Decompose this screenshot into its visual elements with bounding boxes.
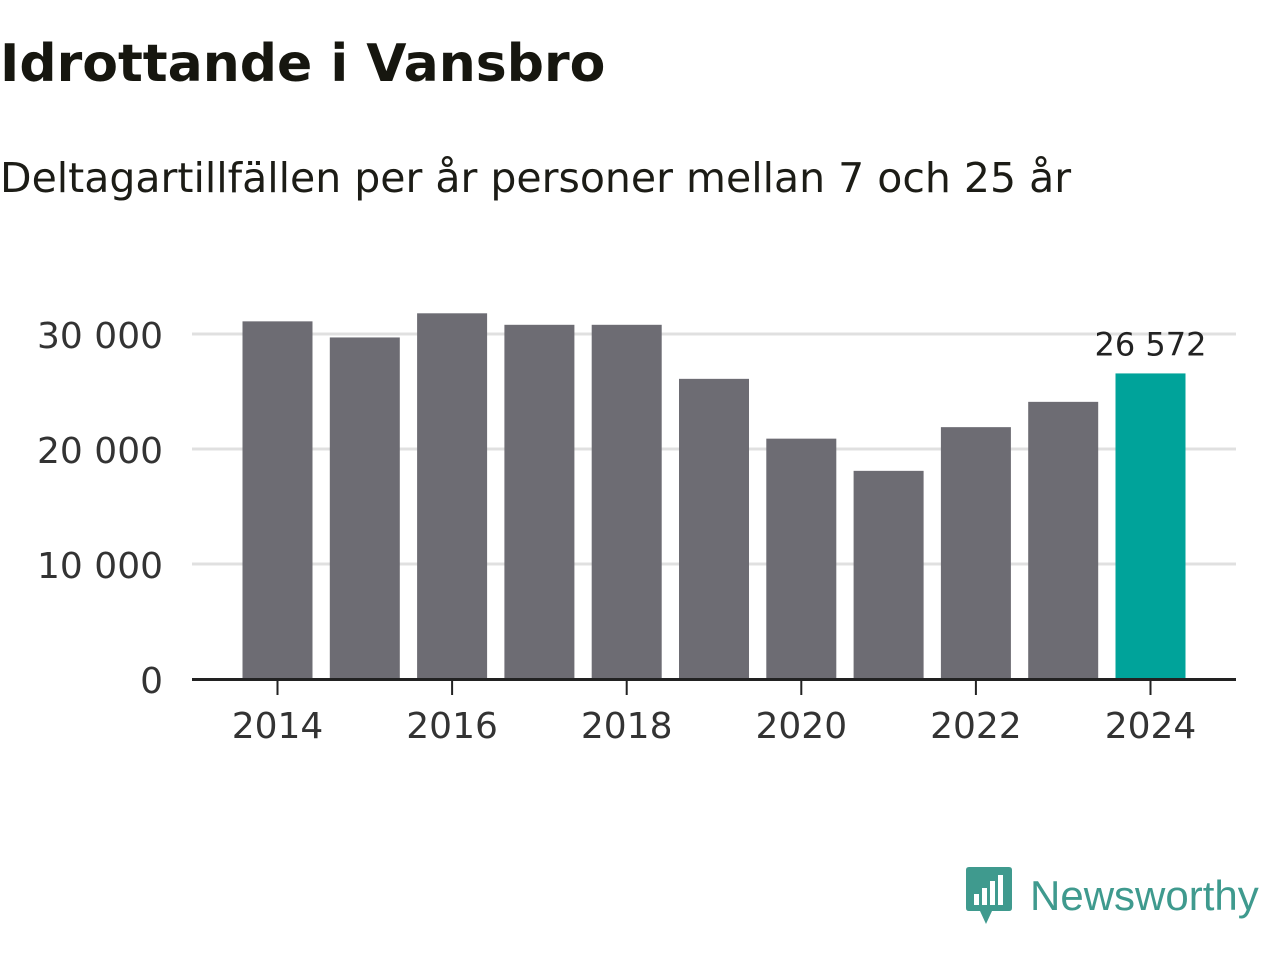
y-tick-label: 0 (140, 661, 163, 702)
data-labels: 26 572 (1095, 325, 1207, 363)
x-tick-label: 2016 (406, 706, 498, 747)
brand-name: Newsworthy (1030, 872, 1259, 919)
x-tick-label: 2024 (1105, 706, 1197, 747)
bar-2023 (1028, 401, 1099, 679)
bar-2024 (1115, 373, 1186, 679)
x-axis (192, 678, 1236, 695)
highlight-value-label: 26 572 (1095, 325, 1207, 363)
bar-2017 (504, 324, 575, 679)
bar-2021 (853, 470, 924, 679)
x-tick-label: 2018 (581, 706, 673, 747)
y-axis-labels: 0 10 000 20 000 30 000 (37, 316, 163, 702)
x-tick-label: 2020 (755, 706, 847, 747)
newsworthy-logo-icon (966, 867, 1012, 924)
y-tick-label: 10 000 (37, 546, 163, 587)
y-tick-label: 30 000 (37, 316, 163, 357)
y-tick-label: 20 000 (37, 431, 163, 472)
chart-subtitle: Deltagartillfällen per år personer mella… (0, 154, 1072, 202)
bar-2019 (679, 378, 749, 679)
x-tick-label: 2022 (930, 706, 1022, 747)
bars (242, 313, 1186, 679)
bar-2018 (591, 324, 662, 679)
bar-2016 (417, 313, 488, 679)
bar-2014 (242, 321, 313, 679)
x-tick-label: 2014 (232, 706, 324, 747)
x-axis-labels: 2014 2016 2018 2020 2022 2024 (232, 706, 1197, 747)
bar-2015 (329, 337, 400, 679)
brand-logo: Newsworthy (964, 866, 1259, 926)
bar-2022 (940, 427, 1011, 679)
bar-2020 (766, 438, 837, 679)
chart-title: Idrottande i Vansbro (0, 34, 606, 94)
